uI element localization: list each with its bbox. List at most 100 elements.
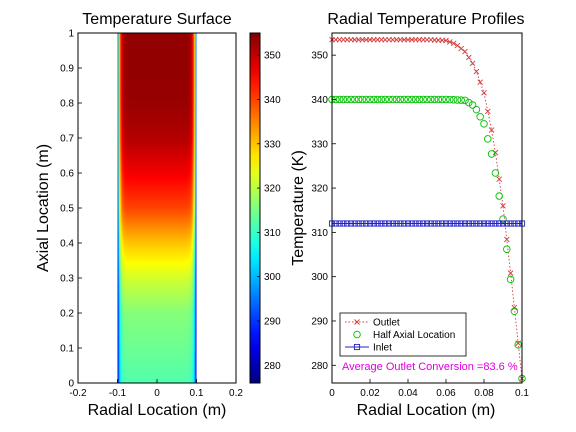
series-point: [408, 95, 416, 104]
outlet-conversion-annotation: Average Outlet Conversion =83.6 %: [342, 361, 518, 373]
series-point: [423, 95, 431, 104]
series-point: [473, 68, 480, 75]
series-point: [382, 220, 389, 227]
legend-swatch-marker: [354, 319, 360, 325]
series-point: [484, 220, 491, 227]
series-point: [358, 95, 367, 104]
series-point: [465, 220, 472, 227]
series-point: [450, 40, 457, 47]
series-point: [476, 112, 484, 121]
series-point: [488, 127, 495, 133]
colorbar-tick-label: 330: [264, 139, 281, 150]
legend-label: Outlet: [373, 318, 400, 329]
profiles-y-tick-label: 350: [311, 51, 328, 62]
surface-y-axis: 0 0.1 0.2 0.3 0.4 0.5 0.6 0.7 0.8 0.9 1: [60, 29, 82, 390]
series-point: [473, 220, 480, 227]
colorbar-tick-label: 350: [264, 51, 281, 62]
series-point: [438, 95, 446, 104]
series-point: [351, 220, 358, 227]
series-point: [435, 220, 442, 227]
profiles-x-label: Radial Location (m): [357, 402, 496, 419]
profiles-x-axis: 0 0.02 0.04 0.06 0.08 0.1: [329, 379, 529, 399]
series-point: [481, 89, 487, 96]
series-point: [370, 95, 378, 104]
series-inlet: [328, 220, 526, 227]
surface-y-tick-label: 0.2: [60, 309, 74, 320]
series-point: [377, 95, 386, 104]
series-point: [427, 95, 435, 104]
series-point: [344, 220, 351, 227]
surface-plot: -0.2 -0.1 0 0.1 0.2 0 0.1 0.2 0.3 0.4 0.5 0.6 0.7 0.…: [60, 29, 243, 400]
series-point: [374, 220, 381, 227]
profiles-y-tick-label: 300: [311, 272, 328, 283]
series-point: [465, 54, 472, 61]
profiles-x-tick-label: 0.02: [360, 388, 380, 399]
series-point: [450, 220, 457, 227]
profiles-y-tick-label: 310: [311, 228, 328, 239]
series-point: [392, 95, 401, 104]
series-point: [355, 220, 362, 227]
series-point: [420, 220, 427, 227]
series-point: [362, 95, 370, 104]
series-point: [492, 220, 499, 227]
series-point: [427, 220, 434, 227]
surface-y-tick-label: 0: [68, 379, 74, 390]
series-point: [461, 220, 469, 227]
series-point: [442, 95, 450, 104]
series-point: [412, 220, 419, 227]
legend-swatch-marker: [353, 343, 361, 351]
series-point: [336, 220, 343, 227]
surface-y-tick-label: 0.9: [60, 64, 74, 75]
series-point: [434, 95, 443, 104]
series-point: [408, 220, 415, 227]
series-point: [453, 96, 462, 104]
series-point: [458, 220, 465, 227]
series-point: [500, 202, 506, 209]
series-point: [442, 220, 450, 227]
series-point: [351, 95, 359, 104]
surface-x-tick-label: -0.2: [69, 388, 87, 399]
surface-x-axis: -0.2 -0.1 0 0.1 0.2: [69, 379, 243, 399]
series-point: [397, 220, 404, 227]
colorbar: 280 290 300 310 320 330 340 350: [249, 32, 281, 384]
surface-y-tick-label: 0.7: [60, 134, 74, 145]
surface-x-tick-label: -0.1: [109, 388, 127, 399]
series-point: [415, 95, 424, 104]
profiles-x-tick-label: 0: [329, 388, 335, 399]
colorbar-tick-label: 300: [264, 272, 281, 283]
series-point: [404, 95, 412, 104]
series-point: [496, 176, 503, 183]
series-point: [515, 340, 522, 346]
surface-y-tick-label: 0.4: [60, 239, 74, 250]
profiles-y-tick-label: 280: [311, 361, 328, 372]
surface-x-tick-label: 0.1: [190, 388, 204, 399]
colorbar-tick-label: 340: [264, 95, 281, 106]
colorbar-tick-label: 290: [264, 316, 281, 327]
series-point: [480, 120, 488, 128]
series-point: [449, 96, 458, 104]
series-point: [385, 220, 393, 227]
series-point: [446, 220, 453, 227]
series-point: [343, 95, 351, 104]
series-point: [499, 215, 507, 223]
legend-label: Inlet: [373, 343, 392, 354]
surface-y-tick-label: 1: [68, 29, 74, 40]
series-point: [332, 220, 339, 227]
series-point: [484, 108, 491, 115]
surface-x-tick-label: 0.2: [229, 388, 243, 399]
series-point: [396, 95, 405, 104]
colorbar-axis: 280 290 300 310 320 330 340 350: [257, 51, 281, 372]
legend-entry: Inlet: [345, 343, 392, 354]
surface-y-tick-label: 0.1: [60, 344, 74, 355]
series-point: [496, 220, 503, 227]
series-point: [487, 150, 496, 158]
profiles-x-tick-label: 0.04: [398, 388, 418, 399]
series-point: [359, 220, 366, 227]
series-point: [347, 95, 355, 104]
series-point: [381, 95, 389, 104]
series-point: [443, 37, 449, 44]
profiles-title: Radial Temperature Profiles: [327, 11, 524, 28]
series-point: [477, 79, 484, 85]
series-point: [363, 220, 370, 227]
